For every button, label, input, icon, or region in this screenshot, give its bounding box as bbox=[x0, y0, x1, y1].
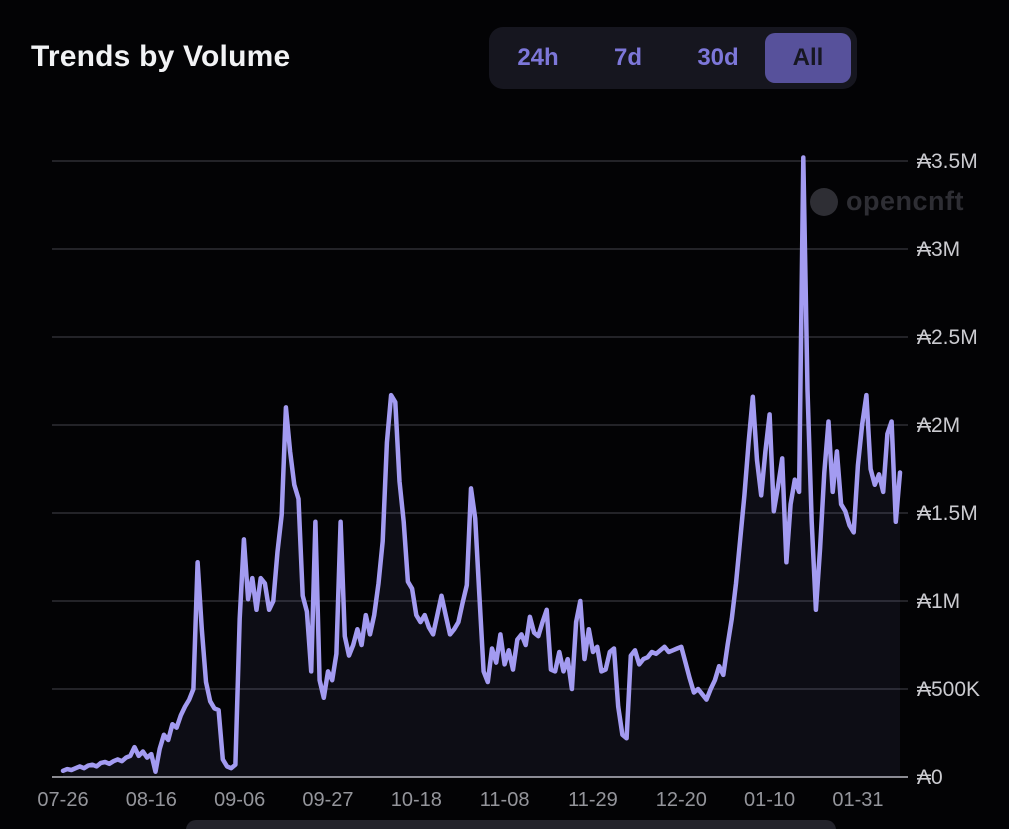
y-axis-label: ₳3M bbox=[917, 238, 960, 261]
y-axis-label: ₳500K bbox=[917, 678, 980, 701]
x-axis-label: 08-16 bbox=[126, 789, 177, 811]
range-30d-button[interactable]: 30d bbox=[675, 33, 761, 83]
range-24h-button[interactable]: 24h bbox=[495, 33, 581, 83]
page-title: Trends by Volume bbox=[31, 40, 291, 73]
y-axis-label: ₳2M bbox=[917, 414, 960, 437]
y-axis-label: ₳2.5M bbox=[917, 326, 978, 349]
x-axis-label: 12-20 bbox=[656, 789, 707, 811]
range-7d-button[interactable]: 7d bbox=[585, 33, 671, 83]
x-axis-label: 01-10 bbox=[744, 789, 795, 811]
volume-line bbox=[60, 155, 903, 774]
x-axis-label: 07-26 bbox=[37, 789, 88, 811]
x-axis-label: 09-27 bbox=[302, 789, 353, 811]
x-axis-label: 11-08 bbox=[480, 789, 530, 811]
range-all-button[interactable]: All bbox=[765, 33, 851, 83]
y-axis-label: ₳3.5M bbox=[917, 150, 978, 173]
next-card-top-edge bbox=[186, 820, 836, 829]
x-axis-label: 09-06 bbox=[214, 789, 265, 811]
x-axis-label: 10-18 bbox=[391, 789, 442, 811]
x-axis-label: 01-31 bbox=[832, 789, 883, 811]
y-axis-label: ₳1M bbox=[917, 590, 960, 613]
y-axis-label: ₳0 bbox=[917, 766, 943, 789]
range-selector: 24h 7d 30d All bbox=[489, 27, 857, 89]
y-axis-label: ₳1.5M bbox=[917, 502, 978, 525]
volume-area bbox=[63, 157, 900, 777]
x-axis-label: 11-29 bbox=[568, 789, 618, 811]
